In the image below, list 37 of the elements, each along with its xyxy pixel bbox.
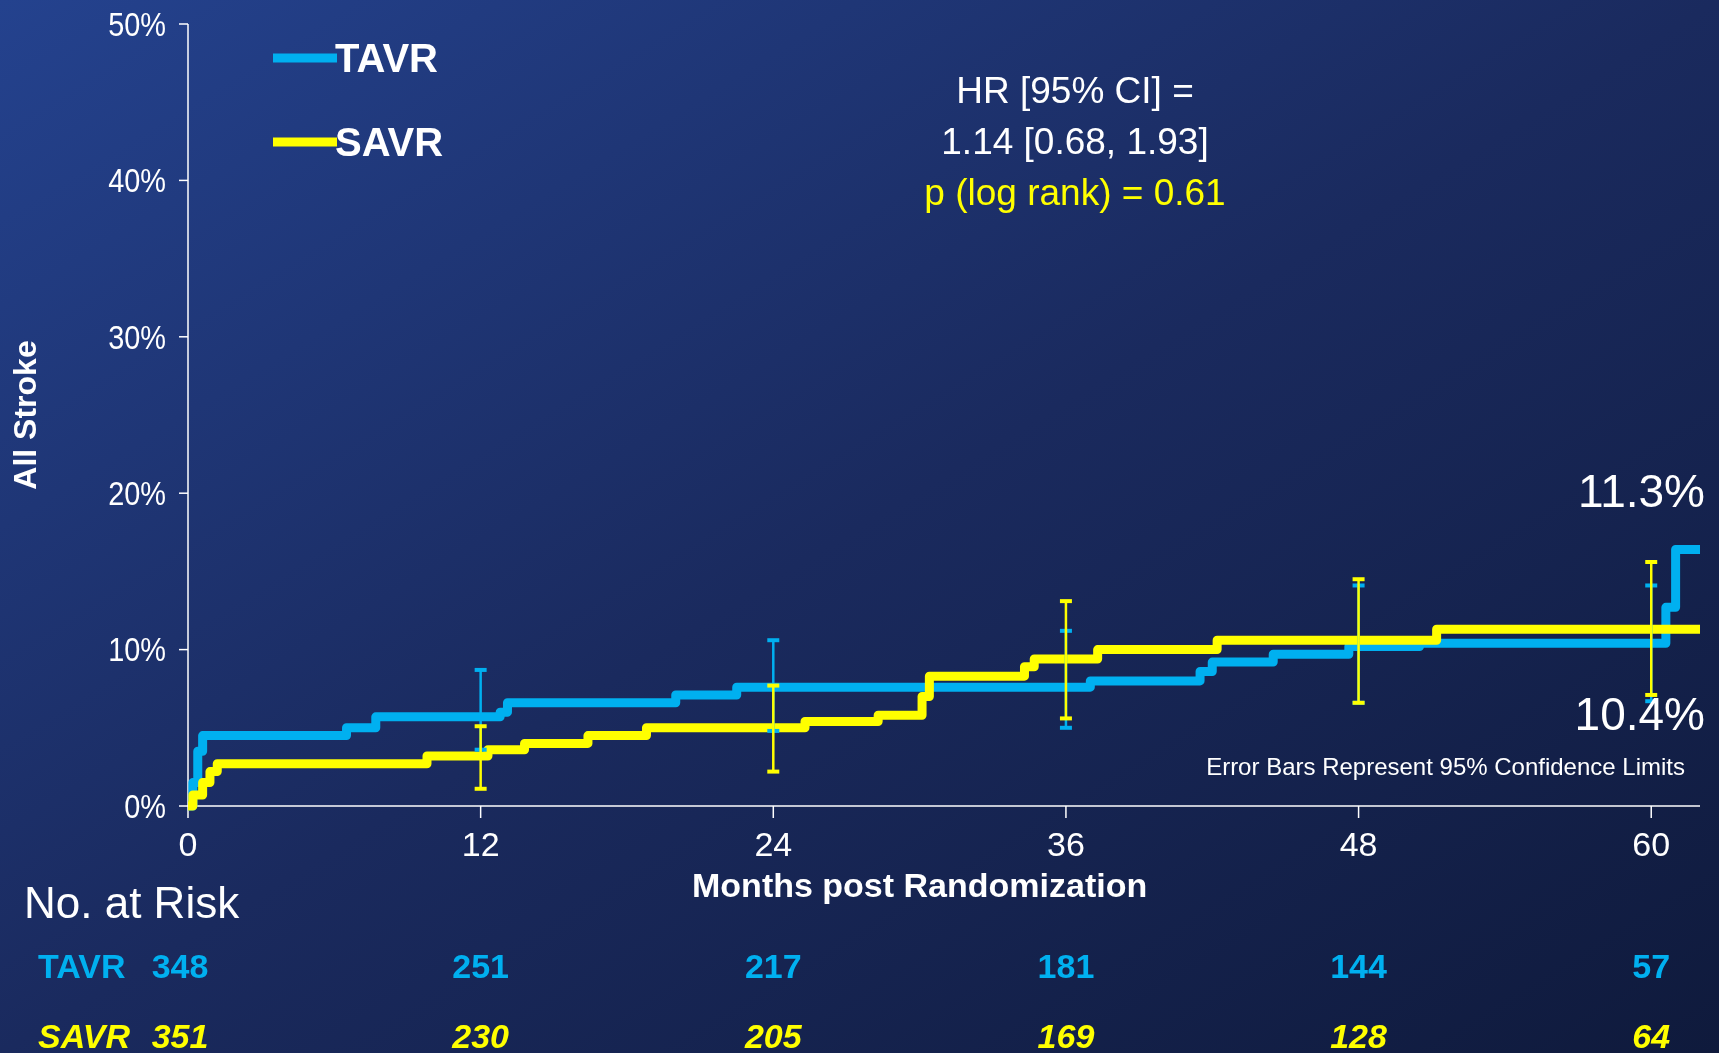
annotation: 1.14 [0.68, 1.93] [941, 121, 1209, 162]
text: No. at Risk [24, 878, 241, 927]
text: 169 [1037, 1017, 1095, 1053]
text: 348 [151, 947, 209, 985]
x-axis-title: Months post Randomization [692, 866, 1148, 904]
text: 251 [452, 947, 510, 985]
annotation: p (log rank) = 0.61 [924, 172, 1226, 213]
annotation: 10.4% [1574, 688, 1705, 740]
legend-label: SAVR [335, 120, 444, 164]
text: 144 [1330, 947, 1388, 985]
y-tick-label: 30% [108, 317, 166, 357]
text: 230 [451, 1017, 510, 1053]
y-tick-label: 50% [108, 4, 166, 44]
text: 64 [1632, 1017, 1671, 1053]
x-tick-label: 12 [461, 825, 500, 863]
x-tick-label: 36 [1047, 825, 1085, 863]
text: 205 [743, 1017, 803, 1053]
y-tick-label: 0% [124, 786, 166, 826]
text: 57 [1632, 947, 1671, 985]
y-tick-label: 40% [108, 161, 166, 200]
x-tick-label: 60 [1632, 825, 1671, 863]
text: 351 [151, 1017, 209, 1053]
text: TAVR [38, 947, 126, 985]
y-axis-title: All Stroke [7, 340, 43, 490]
x-tick-label: 48 [1339, 825, 1378, 863]
text: 217 [744, 947, 802, 985]
annotation: Error Bars Represent 95% Confidence Limits [1206, 753, 1685, 780]
y-tick-label: 20% [108, 473, 166, 513]
legend-label: TAVR [335, 36, 439, 80]
y-tick-label: 10% [108, 630, 166, 670]
text: 181 [1037, 947, 1095, 985]
text: 128 [1330, 1017, 1388, 1053]
x-tick-label: 0 [178, 825, 198, 863]
x-tick-label: 24 [754, 825, 793, 863]
text: SAVR [38, 1017, 131, 1053]
annotation: HR [95% CI] = [956, 70, 1194, 111]
annotation: 11.3% [1577, 465, 1705, 517]
